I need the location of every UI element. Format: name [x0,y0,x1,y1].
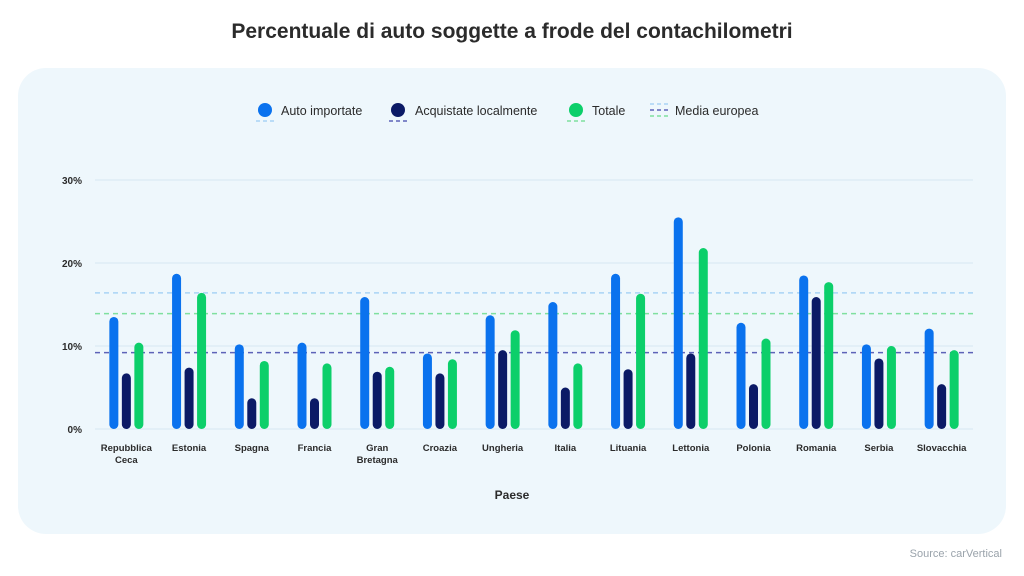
bar-totale [259,360,269,429]
x-tick-label: Spagna [235,443,270,454]
y-tick-label: 0% [68,425,83,436]
bar-acquistate-localmente [937,384,947,429]
source-credit: Source: carVertical [909,548,1002,560]
bar-acquistate-localmente [811,297,821,429]
bar-auto-importate [611,273,621,429]
x-tick-label: Francia [298,443,333,454]
x-tick-label: Lettonia [672,443,710,454]
legend-item-acquistate-localmente: Acquistate localmente [389,103,537,122]
x-axis: Repubblica Ceca Estonia Spagna Francia Gran Br… [101,443,967,466]
x-tick-label: Polonia [736,443,771,454]
x-tick-label: Italia [555,443,577,454]
bar-totale [510,330,520,429]
bar-auto-importate [234,344,244,429]
chart-title: Percentuale di auto soggette a frode del… [231,20,793,43]
legend-label-acquistate-localmente: Acquistate localmente [415,104,537,118]
bar-totale [197,292,207,429]
reference-lines [95,292,973,354]
legend-item-media-europea: Media europea [650,103,758,118]
x-tick-label: Gran Bretagna [357,443,399,466]
bar-auto-importate [172,273,182,429]
y-tick-label: 30% [62,176,82,187]
x-axis-title: Paese [495,488,530,502]
bar-totale [698,248,708,429]
bar-acquistate-localmente [121,373,131,429]
x-tick-label: Serbia [864,443,894,454]
bar-auto-importate [736,322,746,429]
bar-auto-importate [673,217,683,429]
x-tick-label: Slovacchia [917,443,967,454]
bar-auto-importate [109,316,119,429]
bar-auto-importate [360,297,370,429]
bars [109,217,959,429]
bar-auto-importate [422,353,432,429]
bar-acquistate-localmente [560,387,570,429]
bar-auto-importate [799,275,809,429]
grid [95,179,973,430]
bar-totale [824,282,834,429]
bar-auto-importate [861,344,871,429]
bar-totale [636,293,646,429]
bar-acquistate-localmente [874,358,884,429]
bar-totale [447,359,457,429]
bar-totale [949,350,959,429]
bar-totale [134,342,144,429]
y-tick-label: 10% [62,342,82,353]
bar-auto-importate [485,315,495,429]
chart-panel [18,68,1006,534]
legend-item-totale: Totale [567,103,625,122]
bar-acquistate-localmente [184,367,194,429]
bar-acquistate-localmente [372,371,382,429]
x-tick-label: Estonia [172,443,207,454]
bar-totale [761,338,771,429]
bar-totale [573,363,583,429]
y-axis: 0% 10% 20% 30% [62,176,82,436]
bar-auto-importate [548,302,558,429]
bar-acquistate-localmente [247,398,257,429]
bar-totale [886,346,896,429]
bar-acquistate-localmente [686,353,696,429]
x-tick-label: Romania [796,443,837,454]
bar-totale [322,363,332,429]
x-tick-label: Croazia [423,443,458,454]
legend-label-auto-importate: Auto importate [281,104,362,118]
bar-acquistate-localmente [498,350,508,429]
x-tick-label: Ungheria [482,443,524,454]
x-tick-label: Lituania [610,443,647,454]
legend-label-totale: Totale [592,104,625,118]
legend-label-media-europea: Media europea [675,104,758,118]
bar-acquistate-localmente [435,373,445,429]
y-tick-label: 20% [62,259,82,270]
legend-item-auto-importate: Auto importate [256,103,362,122]
bar-acquistate-localmente [623,369,633,429]
bar-auto-importate [297,342,307,429]
bar-auto-importate [924,328,934,429]
bar-acquistate-localmente [749,384,758,429]
bar-acquistate-localmente [310,398,319,429]
x-tick-label: Repubblica Ceca [101,443,153,466]
bar-totale [385,366,395,429]
legend: Auto importate Acquistate localmente Tot… [256,103,758,122]
